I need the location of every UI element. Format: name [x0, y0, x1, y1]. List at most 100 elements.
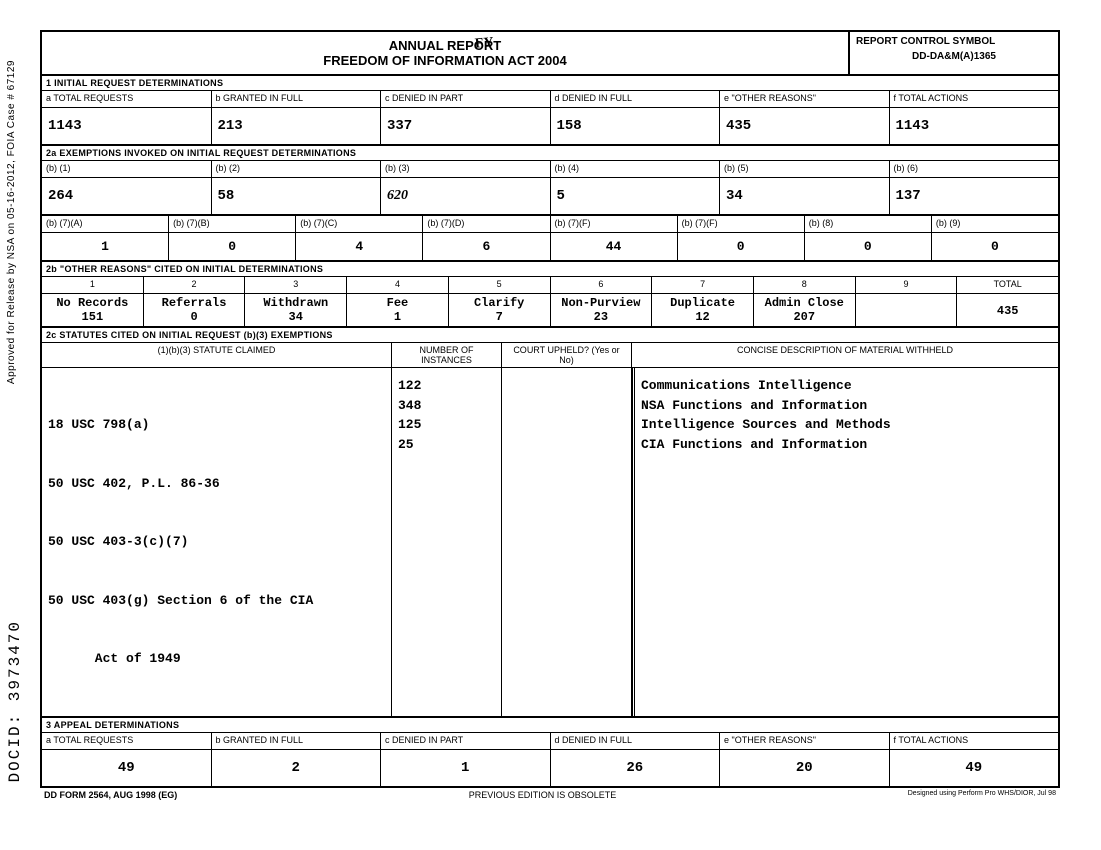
- sec3-hdr: a TOTAL REQUESTS: [42, 733, 212, 749]
- fy-handwriting: FY: [474, 35, 494, 53]
- designed-note: Designed using Perform Pro WHS/DIOR, Jul…: [908, 790, 1056, 800]
- sec2b-col: 2: [144, 277, 246, 293]
- sec2a-val2: 6: [423, 233, 550, 260]
- sec2a-val2: 4: [296, 233, 423, 260]
- sec3-val: 49: [42, 750, 212, 786]
- desc-line: Communications Intelligence: [641, 376, 1052, 396]
- statute-line: 18 USC 798(a): [48, 415, 385, 435]
- sec2b-cell: Referrals 0: [144, 294, 246, 326]
- sec2b-val: 435: [961, 304, 1054, 318]
- sec2b-body: No Records 151 Referrals 0 Withdrawn 34 …: [42, 294, 1058, 328]
- sec2b-col: 4: [347, 277, 449, 293]
- sec2b-label: Non-Purview: [555, 296, 648, 310]
- sec2b-val: 1: [351, 310, 444, 324]
- sec2b-val: 23: [555, 310, 648, 324]
- sec1-values: 1143 213 337 158 435 1143: [42, 108, 1058, 146]
- sec2a-values1: 264 58 620 5 34 137: [42, 178, 1058, 216]
- sec2a-hdr: (b) (5): [720, 161, 890, 177]
- sec2a-hdr2: (b) (7)(F): [551, 216, 678, 232]
- sec3-hdr: d DENIED IN FULL: [551, 733, 721, 749]
- form-id: DD FORM 2564, AUG 1998 (EG): [44, 790, 177, 800]
- sec2b-label: Fee: [351, 296, 444, 310]
- sec2a-hdr2: (b) (8): [805, 216, 932, 232]
- instance-val: 25: [398, 435, 495, 455]
- sec3-val: 20: [720, 750, 890, 786]
- sec2b-cell: 435: [957, 294, 1058, 326]
- sec2b-cell: [856, 294, 958, 326]
- sec2a-hdr: (b) (3): [381, 161, 551, 177]
- sec2b-label: Clarify: [453, 296, 546, 310]
- sec2b-col: 1: [42, 277, 144, 293]
- sec2a-hdr2: (b) (7)(A): [42, 216, 169, 232]
- sec2a-headers1: (b) (1) (b) (2) (b) (3) (b) (4) (b) (5) …: [42, 161, 1058, 178]
- sec2a-val2: 44: [551, 233, 678, 260]
- footer: DD FORM 2564, AUG 1998 (EG) PREVIOUS EDI…: [40, 788, 1060, 802]
- sec2b-cell: Fee 1: [347, 294, 449, 326]
- sec1-headers: a TOTAL REQUESTS b GRANTED IN FULL c DEN…: [42, 91, 1058, 108]
- instance-val: 122: [398, 376, 495, 396]
- sec2a-hdr: (b) (2): [212, 161, 382, 177]
- sec2a-hdr2: (b) (7)(C): [296, 216, 423, 232]
- sec3-values: 49 2 1 26 20 49: [42, 750, 1058, 786]
- sec2b-cell: No Records 151: [42, 294, 144, 326]
- sec2c-headers: (1)(b)(3) STATUTE CLAIMED NUMBER OF INST…: [42, 343, 1058, 368]
- sec1-hdr: e "OTHER REASONS": [720, 91, 890, 107]
- sec2a-hdr: (b) (4): [551, 161, 721, 177]
- desc-line: CIA Functions and Information: [641, 435, 1052, 455]
- sec2a-val2: 1: [42, 233, 169, 260]
- sec3-hdr: c DENIED IN PART: [381, 733, 551, 749]
- sec2a-hdr2: (b) (7)(D): [423, 216, 550, 232]
- sec2b-col: 8: [754, 277, 856, 293]
- control-value: DD-DA&M(A)1365: [856, 51, 1052, 62]
- sec2b-col: 7: [652, 277, 754, 293]
- sec1-hdr: c DENIED IN PART: [381, 91, 551, 107]
- sec2a-hdr2: (b) (9): [932, 216, 1058, 232]
- sec3-headers: a TOTAL REQUESTS b GRANTED IN FULL c DEN…: [42, 733, 1058, 750]
- sec2a-val2: 0: [932, 233, 1058, 260]
- sec1-val: 158: [551, 108, 721, 144]
- sec2b-val: 0: [148, 310, 241, 324]
- sec2b-val: 7: [453, 310, 546, 324]
- sec3-val: 26: [551, 750, 721, 786]
- sec2c-hdr: (1)(b)(3) STATUTE CLAIMED: [42, 343, 392, 367]
- sec2a-val: 137: [890, 178, 1059, 214]
- control-symbol-box: REPORT CONTROL SYMBOL DD-DA&M(A)1365: [848, 32, 1058, 74]
- sec1-val: 337: [381, 108, 551, 144]
- release-stamp: Approved for Release by NSA on 05-16-201…: [6, 60, 18, 384]
- sec2a-headers2: (b) (7)(A) (b) (7)(B) (b) (7)(C) (b) (7)…: [42, 216, 1058, 233]
- sec1-val: 1143: [890, 108, 1059, 144]
- section-3-label: 3 APPEAL DETERMINATIONS: [42, 718, 1058, 733]
- sec2a-values2: 1 0 4 6 44 0 0 0: [42, 233, 1058, 262]
- statute-claimed: 18 USC 798(a) 50 USC 402, P.L. 86-36 50 …: [42, 368, 392, 716]
- section-1-label: 1 INITIAL REQUEST DETERMINATIONS: [42, 76, 1058, 91]
- sec3-hdr: b GRANTED IN FULL: [212, 733, 382, 749]
- obsolete-note: PREVIOUS EDITION IS OBSOLETE: [469, 790, 617, 800]
- sec2b-label: Referrals: [148, 296, 241, 310]
- section-2a-label: 2a EXEMPTIONS INVOKED ON INITIAL REQUEST…: [42, 146, 1058, 161]
- sec2a-val: 5: [551, 178, 721, 214]
- sec3-hdr: f TOTAL ACTIONS: [890, 733, 1059, 749]
- section-2c-label: 2c STATUTES CITED ON INITIAL REQUEST (b)…: [42, 328, 1058, 343]
- title-line2: FREEDOM OF INFORMATION ACT 2004: [48, 53, 842, 68]
- statute-line: 50 USC 403(g) Section 6 of the CIA: [48, 591, 385, 611]
- sec2b-cell: Admin Close 207: [754, 294, 856, 326]
- sec1-hdr: f TOTAL ACTIONS: [890, 91, 1059, 107]
- sec2b-cell: Withdrawn 34: [245, 294, 347, 326]
- sec2a-val: 58: [212, 178, 382, 214]
- form-container: ANNUAL REPORT FREEDOM OF INFORMATION ACT…: [40, 30, 1060, 788]
- sec2b-val: 12: [656, 310, 749, 324]
- court-upheld-col: [502, 368, 632, 716]
- sec2c-hdr: COURT UPHELD? (Yes or No): [502, 343, 632, 367]
- sec2b-label: Duplicate: [656, 296, 749, 310]
- control-label: REPORT CONTROL SYMBOL: [856, 36, 1052, 47]
- sec2b-col: TOTAL: [957, 277, 1058, 293]
- sec1-hdr: b GRANTED IN FULL: [212, 91, 382, 107]
- sec3-val: 49: [890, 750, 1059, 786]
- sec2c-body: 18 USC 798(a) 50 USC 402, P.L. 86-36 50 …: [42, 368, 1058, 718]
- sec2b-val: 151: [46, 310, 139, 324]
- sec1-hdr: d DENIED IN FULL: [551, 91, 721, 107]
- desc-line: NSA Functions and Information: [641, 396, 1052, 416]
- sec2a-hdr: (b) (6): [890, 161, 1059, 177]
- instance-val: 125: [398, 415, 495, 435]
- statute-line: Act of 1949: [48, 649, 385, 669]
